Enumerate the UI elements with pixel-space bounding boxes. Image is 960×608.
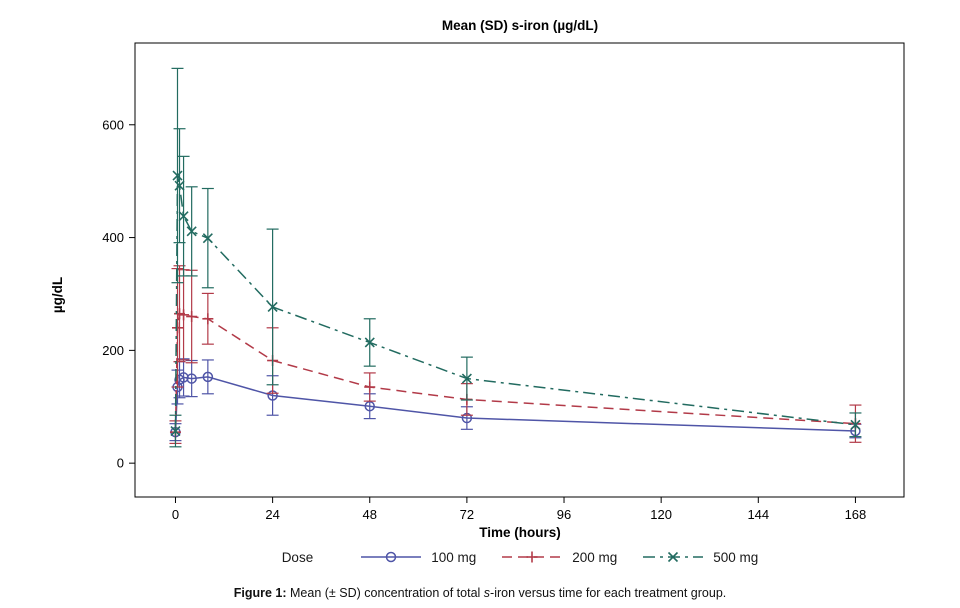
legend-entry-200-mg: 200 mg — [500, 548, 617, 566]
legend-sample-500-mg-line-x-icon — [643, 551, 704, 563]
axis-ticks: 0 200 400 600 0 24 48 72 96 120 144 168 — [102, 117, 866, 522]
plot-frame — [134, 42, 905, 498]
x-tick-label: 144 — [747, 507, 769, 522]
x-tick-label: 24 — [265, 507, 279, 522]
series-500-mg — [169, 67, 862, 448]
legend-sample-200-mg-line-plus-icon — [502, 551, 563, 563]
legend-entry-500-mg: 500 mg — [641, 548, 758, 566]
y-tick-label: 400 — [102, 230, 124, 245]
plot-area: 0 200 400 600 0 24 48 72 96 120 144 168 — [102, 42, 905, 522]
x-tick-label: 168 — [845, 507, 867, 522]
legend-label-200-mg: 200 mg — [572, 549, 618, 565]
chart-title: Mean (SD) s-iron (µg/dL) — [442, 18, 598, 33]
caption-italic-s: s — [483, 586, 491, 600]
x-tick-label: 72 — [460, 507, 474, 522]
y-tick-label: 0 — [117, 456, 124, 471]
caption-text-before: Mean (± SD) concentration of total — [286, 586, 484, 600]
figure-caption: Figure 1: Mean (± SD) concentration of t… — [0, 586, 960, 600]
y-axis-label: µg/dL — [50, 277, 65, 313]
caption-prefix: Figure 1: — [233, 586, 287, 600]
x-tick-label: 48 — [363, 507, 377, 522]
legend-title: Dose — [281, 549, 314, 565]
x-tick-label: 96 — [557, 507, 571, 522]
legend-label-500-mg: 500 mg — [713, 549, 759, 565]
legend: Dose 100 mg 200 mg 500 mg — [135, 546, 905, 568]
y-tick-label: 600 — [102, 117, 124, 132]
series-100-mg — [169, 358, 862, 442]
legend-label-100-mg: 100 mg — [431, 549, 477, 565]
legend-sample-100-mg-line-circle-icon — [361, 551, 422, 563]
x-tick-label: 0 — [172, 507, 179, 522]
x-tick-label: 120 — [650, 507, 672, 522]
series-200-mg — [169, 265, 862, 445]
y-tick-label: 200 — [102, 343, 124, 358]
x-axis-label: Time (hours) — [479, 525, 561, 540]
caption-text-after: -iron versus time for each treatment gro… — [490, 586, 727, 600]
legend-entry-100-mg: 100 mg — [359, 548, 476, 566]
chart-canvas: Mean (SD) s-iron (µg/dL) µg/dL Time (hou… — [50, 18, 905, 540]
